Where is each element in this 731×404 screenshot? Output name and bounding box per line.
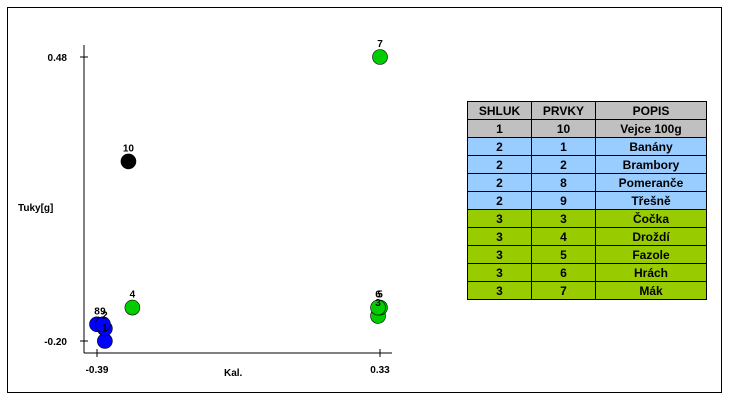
data-point-label: 10: [123, 143, 135, 154]
col-header-prvky: PRVKY: [531, 101, 596, 120]
table-row: 2 2 Brambory: [467, 155, 707, 174]
table-row: 3 7 Mák: [467, 281, 707, 300]
y-axis-label: Tuky[g]: [18, 203, 53, 214]
cell-prvky: 6: [531, 263, 596, 282]
cell-prvky: 2: [531, 155, 596, 174]
data-point-9: [95, 316, 111, 333]
data-point-4: [124, 299, 141, 316]
data-point-label: 8: [94, 306, 100, 317]
table-row: 3 6 Hrách: [467, 263, 707, 282]
cell-shluk: 3: [467, 281, 532, 300]
data-point-label: 1: [102, 323, 108, 334]
cell-popis: Banány: [595, 137, 707, 156]
cell-popis: Hrách: [595, 263, 707, 282]
cell-prvky: 5: [531, 245, 596, 264]
x-tick-label: 0.33: [370, 365, 390, 376]
cell-shluk: 3: [467, 263, 532, 282]
x-axis-label: Kal.: [224, 368, 243, 379]
cell-shluk: 2: [467, 173, 532, 192]
table-row: 1 10 Vejce 100g: [467, 119, 707, 138]
y-tick-label: -0.20: [44, 337, 67, 348]
cell-shluk: 2: [467, 155, 532, 174]
table-row: 3 3 Čočka: [467, 209, 707, 228]
data-point-label: 9: [100, 306, 106, 317]
table-row: 2 9 Třešně: [467, 191, 707, 210]
cell-popis: Třešně: [595, 191, 707, 210]
table-row: 3 5 Fazole: [467, 245, 707, 264]
table-row: 3 4 Droždí: [467, 227, 707, 246]
y-tick-label: 0.48: [48, 53, 68, 64]
cell-shluk: 2: [467, 137, 532, 156]
cell-shluk: 3: [467, 209, 532, 228]
data-point-10: [120, 153, 137, 170]
cell-popis: Vejce 100g: [595, 119, 707, 138]
cell-popis: Pomeranče: [595, 173, 707, 192]
cell-prvky: 8: [531, 173, 596, 192]
cell-popis: Čočka: [595, 209, 707, 228]
data-point-label: 3: [375, 298, 381, 309]
data-point-label: 5: [377, 290, 383, 301]
cell-popis: Brambory: [595, 155, 707, 174]
cell-prvky: 9: [531, 191, 596, 210]
cell-prvky: 1: [531, 137, 596, 156]
data-point-label: 6: [375, 290, 381, 301]
cell-shluk: 2: [467, 191, 532, 210]
col-header-shluk: SHLUK: [467, 101, 532, 120]
col-header-popis: POPIS: [595, 101, 707, 120]
cell-shluk: 1: [467, 119, 532, 138]
table-header-row: SHLUK PRVKY POPIS: [467, 101, 707, 120]
cell-prvky: 7: [531, 281, 596, 300]
data-point-label: 2: [102, 310, 108, 321]
cell-popis: Fazole: [595, 245, 707, 264]
cell-popis: Mák: [595, 281, 707, 300]
cell-prvky: 10: [531, 119, 596, 138]
data-point-6: [370, 299, 386, 316]
cell-popis: Droždí: [595, 227, 707, 246]
cell-prvky: 4: [531, 227, 596, 246]
table-row: 2 1 Banány: [467, 137, 707, 156]
cell-prvky: 3: [531, 209, 596, 228]
cell-shluk: 3: [467, 227, 532, 246]
x-tick-label: -0.39: [86, 365, 109, 376]
cell-shluk: 3: [467, 245, 532, 264]
data-point-7: [372, 49, 388, 65]
data-point-label: 4: [130, 290, 136, 301]
table-row: 2 8 Pomeranče: [467, 173, 707, 192]
data-point-label: 7: [377, 39, 383, 50]
cluster-table: SHLUK PRVKY POPIS 1 10 Vejce 100g 2 1 Banány 2…: [467, 101, 707, 300]
